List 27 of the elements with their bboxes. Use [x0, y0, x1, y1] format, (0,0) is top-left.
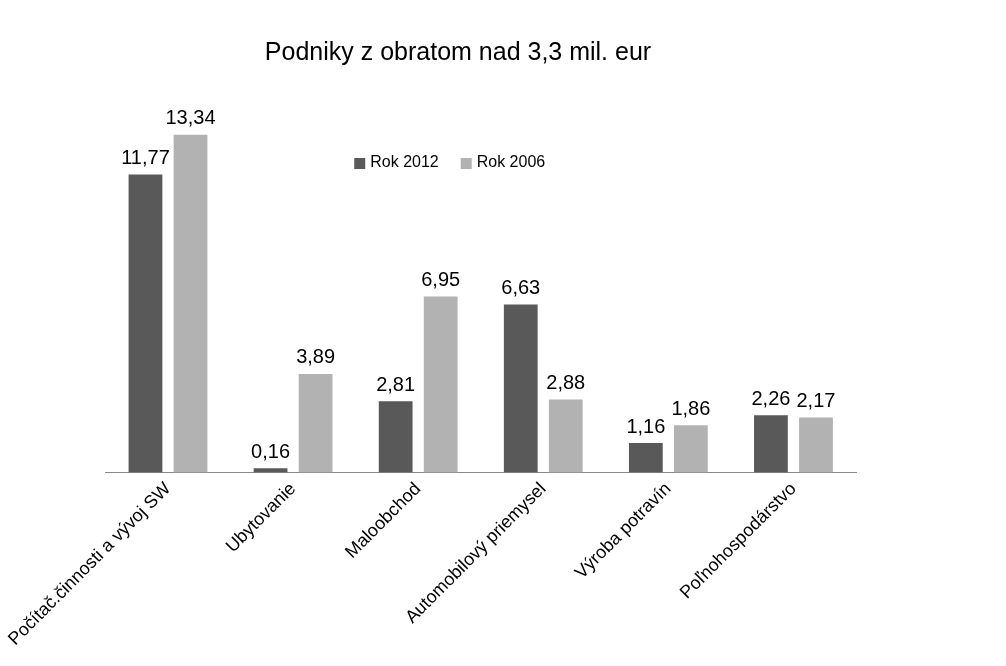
- data-label: 11,77: [121, 145, 170, 168]
- bar: [548, 399, 583, 473]
- chart-title: Podniky z obratom nad 3,3 mil. eur: [264, 36, 652, 65]
- data-label: 1,16: [626, 414, 666, 437]
- bar: [173, 134, 208, 473]
- data-label: 13,34: [165, 106, 216, 129]
- data-label: 2,26: [751, 386, 791, 409]
- data-label: 6,95: [421, 267, 461, 290]
- bar: [799, 417, 833, 473]
- bar: [673, 425, 708, 473]
- legend-label: Rok 2012: [370, 153, 439, 171]
- bar: [298, 373, 333, 473]
- data-label: 0,16: [251, 439, 291, 462]
- data-label: 1,86: [671, 396, 711, 419]
- bar: [503, 304, 538, 473]
- bar: [378, 401, 413, 473]
- data-label: 2,88: [546, 371, 586, 394]
- data-label: 3,89: [296, 345, 336, 368]
- bar: [423, 296, 458, 473]
- data-label: 2,17: [796, 388, 836, 411]
- legend-label: Rok 2006: [476, 153, 546, 171]
- data-label: 6,63: [501, 276, 541, 299]
- bar: [128, 174, 163, 473]
- bar: [628, 443, 663, 473]
- bar: [253, 468, 288, 473]
- data-label: 2,81: [376, 372, 416, 395]
- bar: [754, 415, 788, 473]
